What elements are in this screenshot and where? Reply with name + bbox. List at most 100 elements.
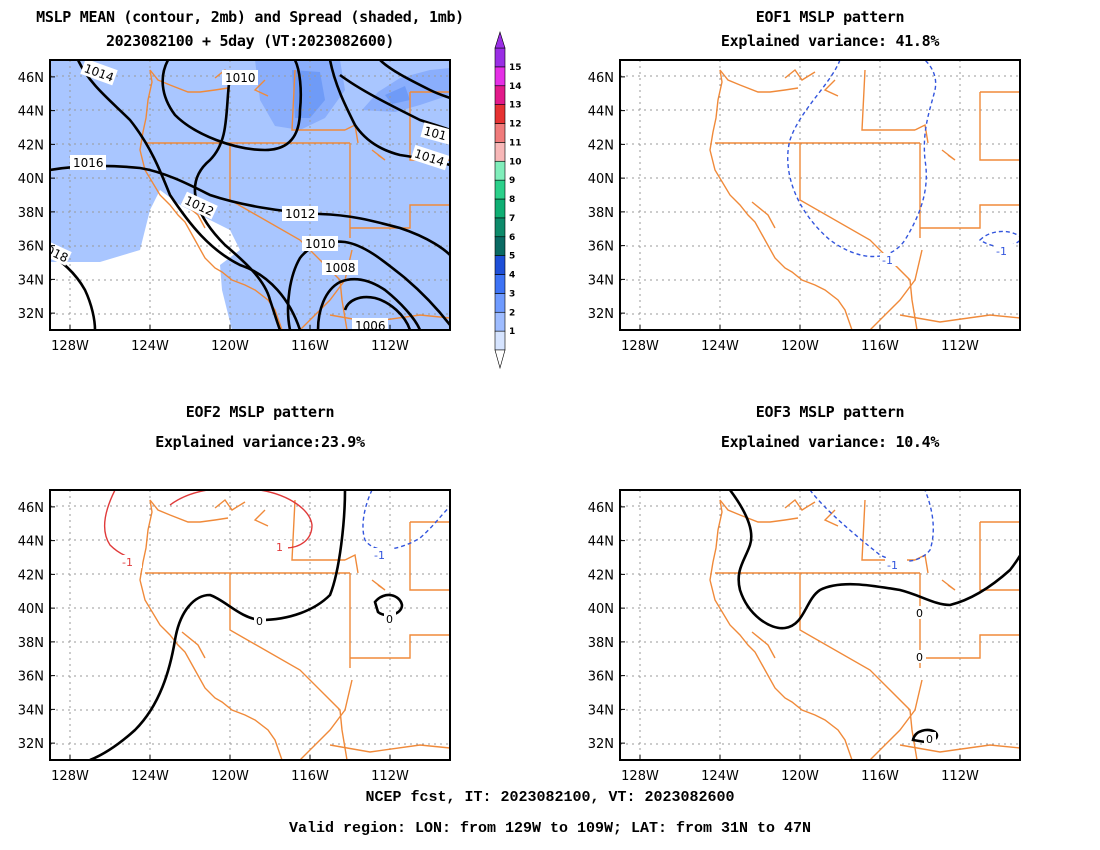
lon-tick-label: 128W [51,769,89,784]
colorbar-label: 14 [509,82,522,92]
panel-eof3-map: -1 0 0 0 [620,490,1020,760]
colorbar-label: 6 [509,233,515,243]
lat-tick-label: 42N [18,138,44,153]
lat-tick-label: 36N [588,240,614,255]
eof1-neg-contours [787,60,1020,258]
colorbar-label: 13 [509,101,522,111]
panel-eof2-title-line1: EOF2 MSLP pattern [185,403,335,421]
colorbar-swatch [494,330,506,351]
panel-eof3-title: EOF3 MSLP pattern Explained variance: 10… [580,403,1080,451]
lat-tick-label: 34N [18,273,44,288]
lon-tick-label: 124W [131,339,169,354]
contour-label: 1 [276,541,283,554]
lat-tick-label: 34N [18,703,44,718]
colorbar-label: 12 [509,120,522,130]
contour-label: 1010 [225,71,256,85]
eof2-zero-contours [89,490,404,760]
colorbar-label: 11 [509,138,522,148]
eof2-contour-labels: -1 1 -1 0 0 [120,540,396,628]
panel-mean-title-line1: MSLP MEAN (contour, 2mb) and Spread (sha… [36,8,464,26]
lat-tick-label: 44N [588,535,614,550]
lon-tick-label: 124W [701,769,739,784]
panel-mean-frame [49,59,451,331]
lon-tick-label: 112W [371,769,409,784]
contour-label: 0 [916,607,923,620]
colorbar-swatch [494,123,506,143]
lat-tick-label: 32N [588,307,614,322]
lat-tick-label: 40N [18,602,44,617]
lon-tick-label: 116W [861,339,899,354]
contour-label: 1010 [305,237,336,251]
lat-tick-label: 36N [18,240,44,255]
colorbar-label: 9 [509,176,515,186]
lon-tick-label: 128W [51,339,89,354]
colorbar-max-arrow [494,30,506,49]
lon-tick-label: 112W [941,339,979,354]
lat-tick-label: 38N [588,636,614,651]
colorbar-swatch [494,236,506,256]
panel-eof2-map: -1 1 -1 0 0 [50,490,450,760]
colorbar-swatch [494,311,506,332]
lat-tick-label: 46N [18,501,44,516]
lon-tick-label: 120W [211,769,249,784]
contour-label: 0 [916,651,923,664]
panel-eof3-frame [619,489,1021,761]
lat-tick-label: 34N [588,703,614,718]
lon-tick-label: 128W [621,769,659,784]
colorbar-label: 15 [509,63,522,73]
lat-tick-label: 42N [588,568,614,583]
panel-eof1-title: EOF1 MSLP pattern Explained variance: 41… [580,8,1080,50]
lon-tick-label: 116W [291,339,329,354]
lat-tick-label: 38N [18,206,44,221]
contour-label: 0 [256,615,263,628]
panel-eof3-title-line1: EOF3 MSLP pattern [755,403,905,421]
eof3-neg-contours [809,490,934,562]
colorbar-swatch [494,142,506,162]
panel-eof3-title-line2: Explained variance: 10.4% [720,433,940,451]
panel-mean-title-line2: 2023082100 + 5day (VT:2023082600) [105,32,395,50]
contour-label: 1008 [325,261,356,275]
eof1-contour-labels: -1 -1 [880,244,1016,267]
colorbar-swatch [494,160,506,181]
panel-eof1-frame [619,59,1021,331]
footer-forecast-info: NCEP fcst, IT: 2023082100, VT: 202308260… [365,789,735,806]
lat-tick-label: 44N [18,105,44,120]
lon-tick-label: 112W [371,339,409,354]
axis-labels: 46N 44N 42N 40N 38N 36N 34N 32N 128W 124W 120W 116W… [18,71,979,784]
colorbar-label: 1 [509,327,515,337]
lat-tick-label: 40N [18,172,44,187]
contour-label: -1 [996,245,1007,258]
colorbar-label: 7 [509,214,515,224]
contour-label: -1 [122,556,133,569]
lat-tick-label: 36N [18,670,44,685]
contour-label: 1012 [285,207,316,221]
lon-tick-label: 116W [861,769,899,784]
lon-tick-label: 116W [291,769,329,784]
contour-label: -1 [887,559,898,572]
lat-tick-label: 32N [18,737,44,752]
lat-tick-label: 40N [588,172,614,187]
eof3-contour-labels: -1 0 0 0 [885,558,936,746]
colorbar-swatch [494,66,506,87]
colorbar-label: 10 [509,157,522,167]
footer-valid-region: Valid region: LON: from 129W to 109W; LA… [288,820,812,837]
contour-label: -1 [374,549,385,562]
lon-tick-label: 120W [211,339,249,354]
lat-tick-label: 36N [588,670,614,685]
colorbar-label: 5 [509,252,515,262]
colorbar-swatch [494,293,506,313]
panel-mean-map: 1014 1010 1016 1012 1012 1010 1008 1006 … [50,60,450,330]
lat-tick-label: 42N [18,568,44,583]
lon-tick-label: 128W [621,339,659,354]
colorbar-swatch [494,85,506,105]
lat-tick-label: 44N [18,535,44,550]
contour-label: 0 [386,613,393,626]
contour-label: 1016 [73,156,104,170]
lat-tick-label: 34N [588,273,614,288]
lat-tick-label: 46N [588,71,614,86]
lat-tick-label: 46N [588,501,614,516]
lon-tick-label: 120W [781,339,819,354]
lat-tick-label: 46N [18,71,44,86]
